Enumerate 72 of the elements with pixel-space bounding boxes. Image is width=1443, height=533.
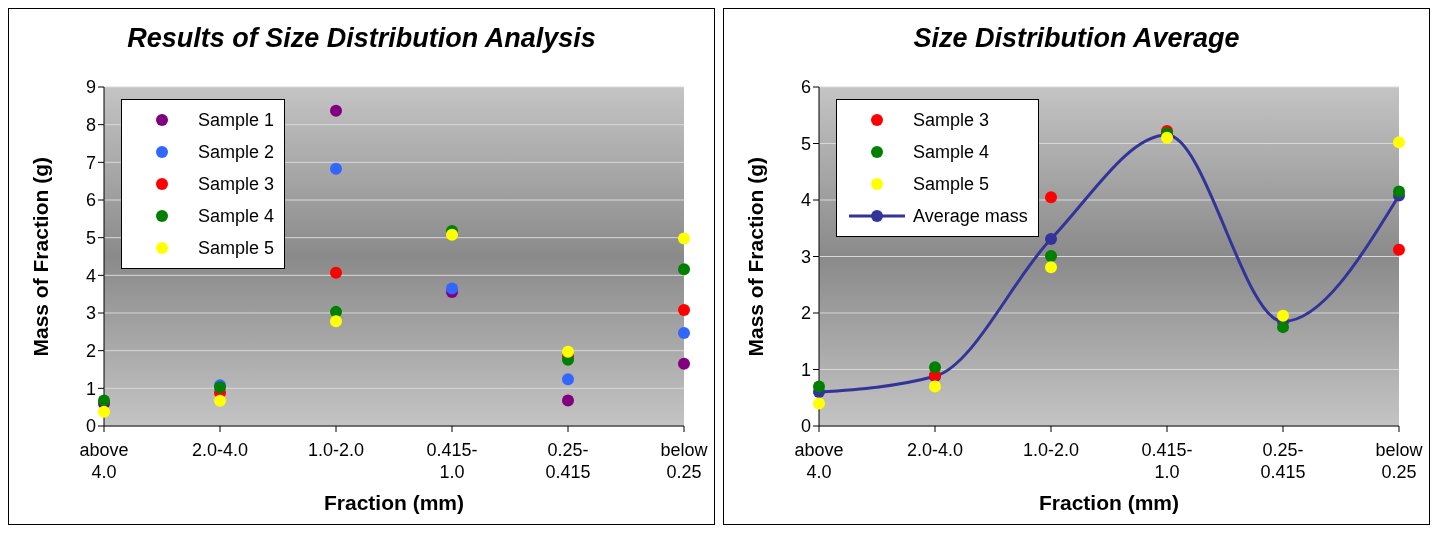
point (330, 266, 342, 279)
point (929, 361, 941, 374)
x-tick-label: 0.25-0.415 (1260, 440, 1306, 482)
chart-title: Results of Size Distribution Analysis (126, 23, 597, 54)
x-tick-label: 1.0-2.0 (307, 440, 365, 460)
point (678, 303, 690, 316)
point (1393, 136, 1405, 149)
point (813, 397, 825, 410)
y-tick-label: 1 (85, 378, 96, 399)
y-tick-label: 0 (85, 416, 96, 437)
legend-label: Sample 1 (198, 109, 275, 131)
legend-label: Sample 3 (198, 173, 275, 195)
point (98, 405, 110, 418)
point (929, 380, 941, 393)
y-tick-label: 1 (800, 359, 811, 380)
point (678, 357, 690, 370)
point (214, 394, 226, 407)
point (330, 162, 342, 175)
y-axis-title: Mass of Fraction (g) (744, 156, 768, 357)
y-tick-label: 5 (85, 228, 96, 249)
y-tick-label: 3 (800, 246, 811, 267)
y-tick-label: 0 (800, 416, 811, 437)
point (562, 373, 574, 386)
point (1045, 191, 1057, 204)
legend-label: Sample 4 (198, 205, 275, 227)
point (813, 380, 825, 393)
point (678, 232, 690, 245)
x-tick-label: 0.25-0.415 (545, 440, 591, 482)
y-axis-title: Mass of Fraction (g) (29, 156, 53, 357)
x-tick-label: 1.0-2.0 (1022, 440, 1080, 460)
y-tick-label: 6 (800, 77, 811, 98)
chart-title: Size Distribution Average (912, 23, 1241, 54)
y-tick-label: 5 (800, 133, 811, 154)
y-tick-label: 7 (85, 152, 96, 173)
y-tick-label: 4 (85, 265, 96, 286)
legend-label: Sample 5 (198, 237, 275, 259)
point (678, 326, 690, 339)
legend-label: Average mass (913, 205, 1028, 227)
point (330, 315, 342, 328)
x-tick-label: below 0.25 (1375, 440, 1424, 482)
x-tick-label: below 0.25 (660, 440, 709, 482)
x-tick-label: above 4.0 (794, 440, 844, 482)
legend-label: Sample 5 (913, 173, 990, 195)
x-tick-label: 2.0-4.0 (191, 440, 249, 460)
point (1045, 232, 1057, 245)
legend-label: Sample 4 (913, 141, 990, 163)
x-tick-label: 0.415-1.0 (426, 440, 478, 482)
point (1045, 261, 1057, 274)
legend-label: Sample 2 (198, 141, 275, 163)
point (1045, 249, 1057, 262)
point (446, 228, 458, 241)
point (562, 394, 574, 407)
point (1277, 321, 1289, 334)
point (1393, 185, 1405, 198)
x-axis-title: Fraction (mm) (323, 491, 465, 514)
x-axis-title: Fraction (mm) (1038, 491, 1180, 514)
point (330, 104, 342, 117)
y-tick-label: 6 (85, 190, 96, 211)
point (678, 263, 690, 276)
y-tick-label: 4 (800, 190, 811, 211)
x-tick-label: 0.415-1.0 (1141, 440, 1193, 482)
y-tick-label: 2 (800, 303, 811, 324)
legend-label: Sample 3 (913, 109, 990, 131)
x-tick-label: 2.0-4.0 (906, 440, 964, 460)
y-tick-label: 8 (85, 115, 96, 136)
point (1277, 309, 1289, 322)
point (562, 345, 574, 358)
y-tick-label: 3 (85, 303, 96, 324)
point (1393, 243, 1405, 256)
y-tick-label: 2 (85, 341, 96, 362)
y-tick-label: 9 (85, 77, 96, 98)
x-tick-label: above 4.0 (79, 440, 129, 482)
